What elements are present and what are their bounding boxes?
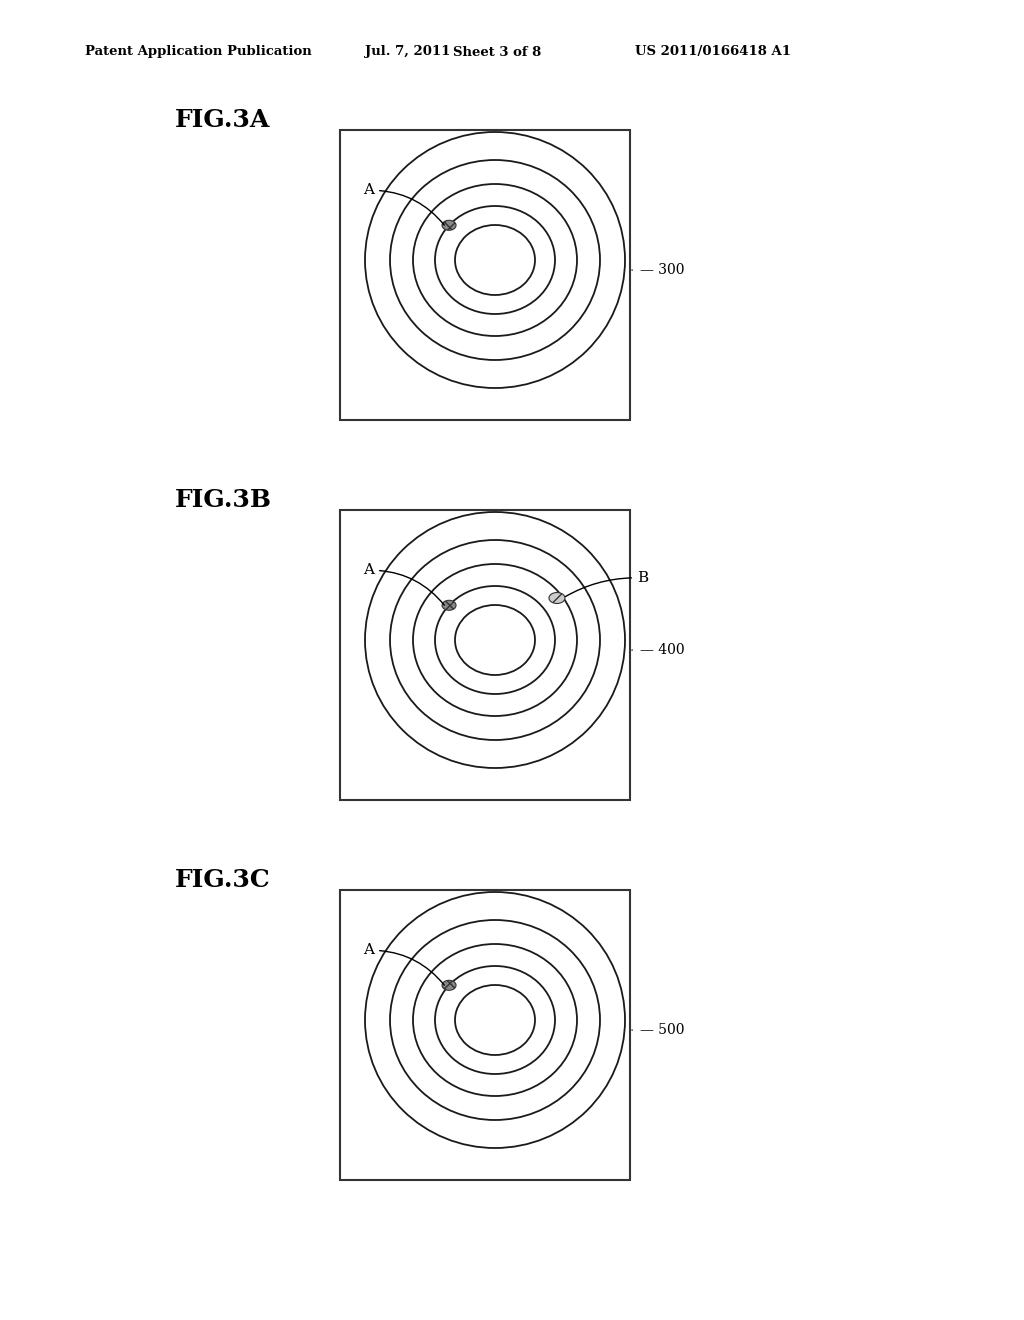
Text: — 400: — 400 — [640, 643, 685, 657]
Text: A: A — [364, 183, 444, 226]
Text: FIG.3C: FIG.3C — [175, 869, 270, 892]
Ellipse shape — [442, 220, 456, 230]
Ellipse shape — [442, 601, 456, 610]
Text: Sheet 3 of 8: Sheet 3 of 8 — [453, 45, 542, 58]
Bar — [340, 510, 630, 800]
Text: Patent Application Publication: Patent Application Publication — [85, 45, 311, 58]
Text: A: A — [364, 944, 444, 985]
Text: A: A — [364, 564, 444, 605]
Bar — [340, 890, 630, 1180]
Ellipse shape — [549, 593, 565, 603]
Text: US 2011/0166418 A1: US 2011/0166418 A1 — [635, 45, 791, 58]
Text: FIG.3B: FIG.3B — [175, 488, 272, 512]
Text: B: B — [565, 572, 648, 597]
Text: — 500: — 500 — [640, 1023, 684, 1038]
Text: Jul. 7, 2011: Jul. 7, 2011 — [365, 45, 451, 58]
Text: — 300: — 300 — [640, 263, 684, 277]
Text: FIG.3A: FIG.3A — [175, 108, 270, 132]
Ellipse shape — [442, 981, 456, 990]
Bar — [340, 129, 630, 420]
